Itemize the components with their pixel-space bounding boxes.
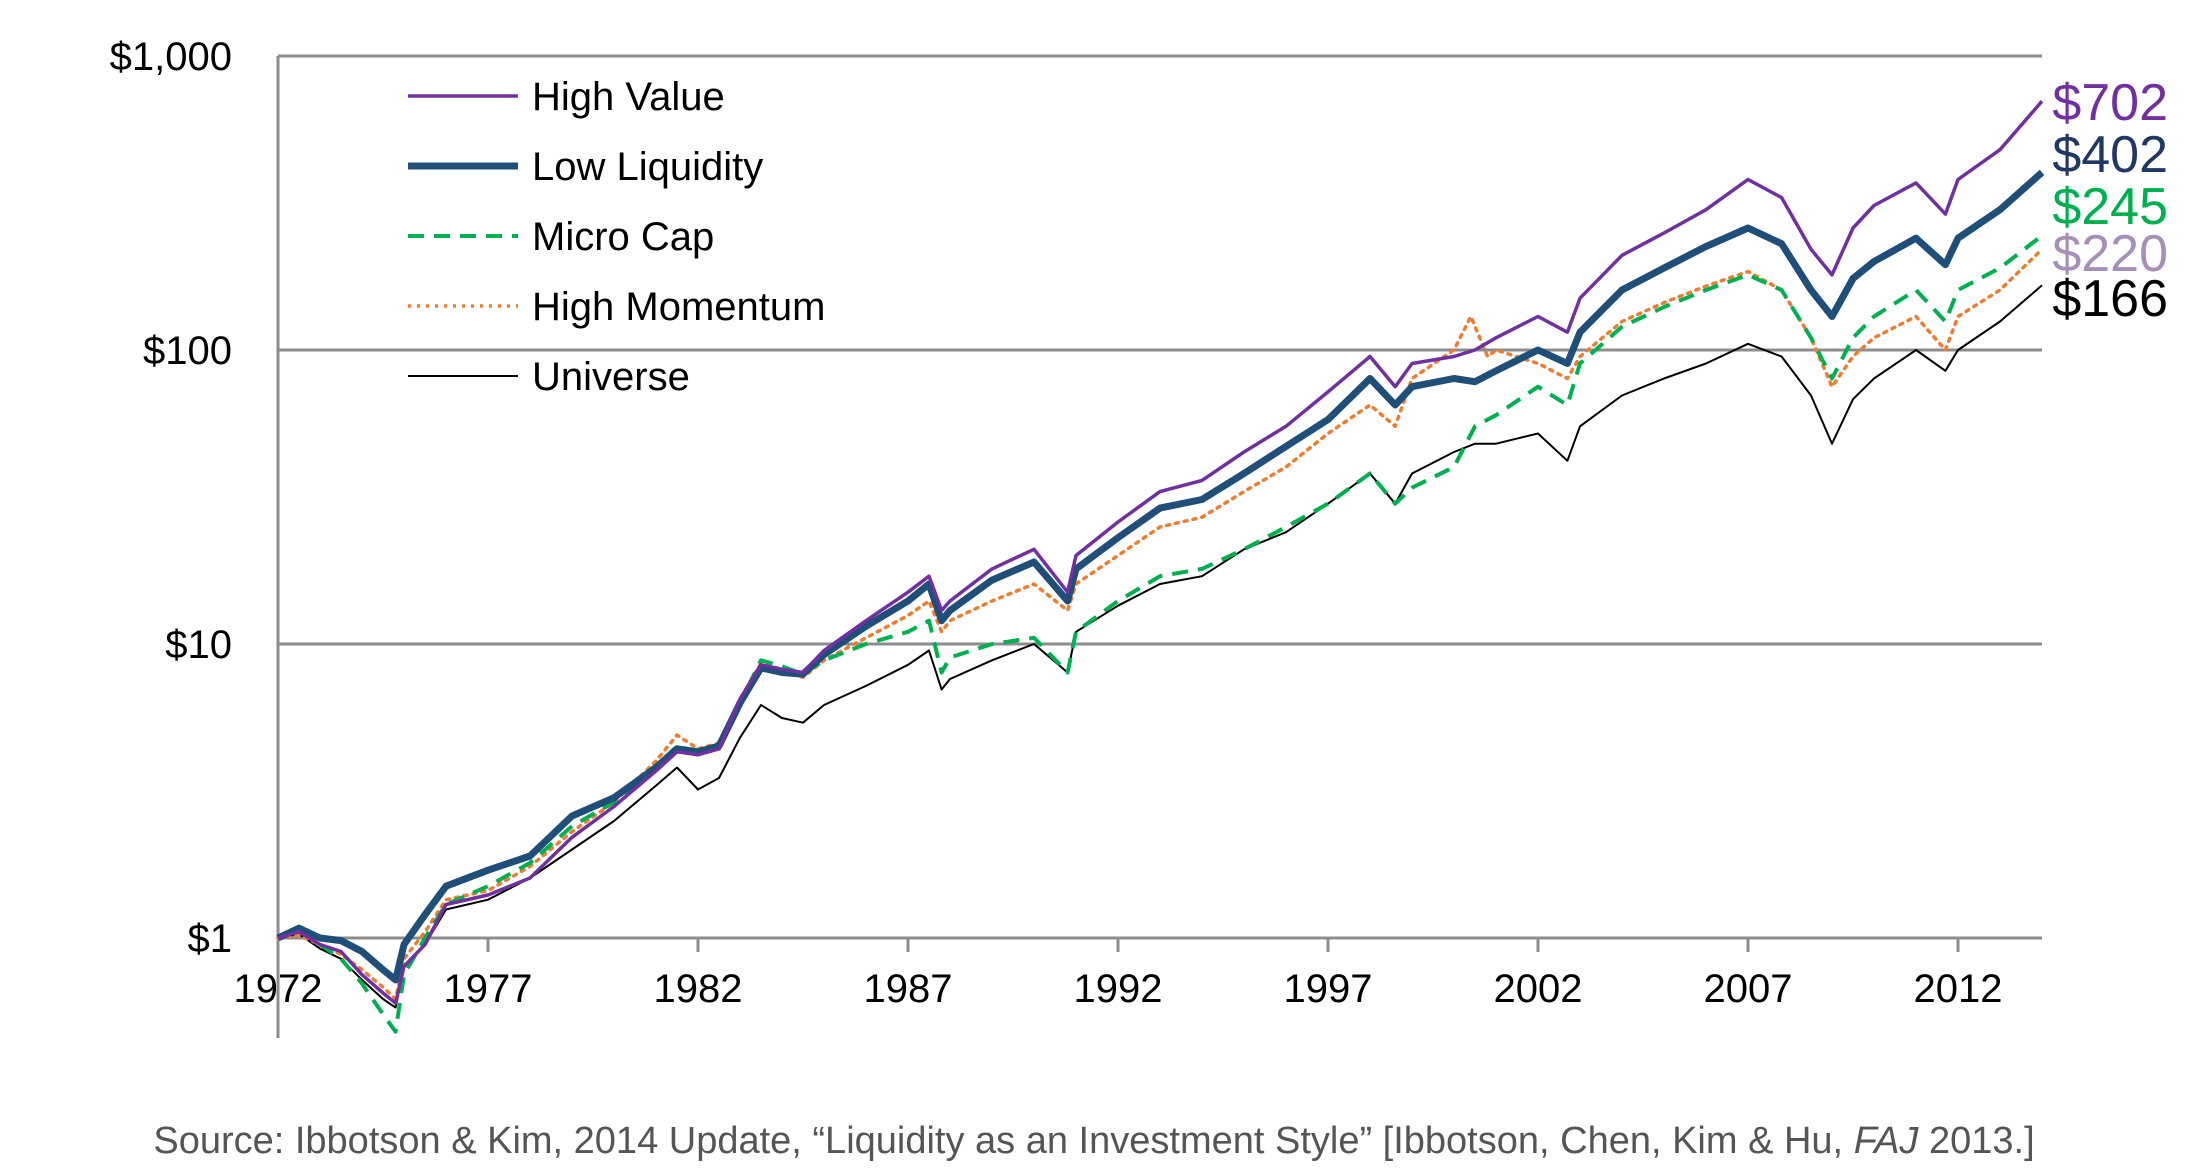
series-line-1 (276, 169, 2045, 984)
x-tick-label: 2007 (1704, 967, 1793, 1011)
end-labels: $702$402$245$220$166 (2052, 74, 2168, 328)
source-journal: FAJ (1853, 1120, 1919, 1162)
x-tick-label: 1977 (444, 967, 533, 1011)
end-label-0: $702 (2052, 74, 2168, 132)
legend-label-3: High Momentum (532, 285, 825, 329)
source-prefix: Source: Ibbotson & Kim, 2014 Update, “Li… (153, 1120, 1854, 1162)
source-suffix: 2013.] (1918, 1120, 2035, 1162)
end-label-4: $166 (2052, 270, 2168, 328)
legend-label-2: Micro Cap (532, 215, 714, 259)
end-label-1: $402 (2052, 126, 2168, 184)
legend-label-1: Low Liquidity (532, 145, 763, 189)
x-tick-label: 2002 (1494, 967, 1583, 1011)
series-line-2 (276, 234, 2044, 1034)
legend-label-0: High Value (532, 75, 725, 119)
series-lines (276, 100, 2045, 1034)
y-tick-label: $10 (165, 623, 232, 667)
x-tick-label: 1992 (1074, 967, 1163, 1011)
end-label-2: $245 (2052, 178, 2168, 236)
x-tick-label: 1972 (234, 967, 323, 1011)
x-tick-label: 1982 (654, 967, 743, 1011)
source-note: Source: Ibbotson & Kim, 2014 Update, “Li… (0, 1120, 2188, 1163)
y-tick-label: $1,000 (110, 35, 232, 79)
legend: High Value Low Liquidity Micro Cap High Mom… (408, 75, 825, 399)
y-axis-ticks: $1 $10 $100 $1,000 (110, 35, 232, 961)
end-label-3: $220 (2052, 225, 2168, 283)
x-axis-ticks: 1972 1977 1982 1987 1992 1997 2002 2007 2012 (234, 938, 2003, 1011)
grid-lines (278, 54, 2042, 646)
y-tick-label: $100 (143, 329, 232, 373)
x-tick-label: 1997 (1284, 967, 1373, 1011)
x-tick-label: 2012 (1914, 967, 2003, 1011)
legend-label-4: Universe (532, 355, 690, 399)
x-tick-label: 1987 (864, 967, 953, 1011)
series-line-0 (277, 100, 2044, 1005)
axes (276, 56, 2042, 1038)
y-tick-label: $1 (188, 917, 233, 961)
